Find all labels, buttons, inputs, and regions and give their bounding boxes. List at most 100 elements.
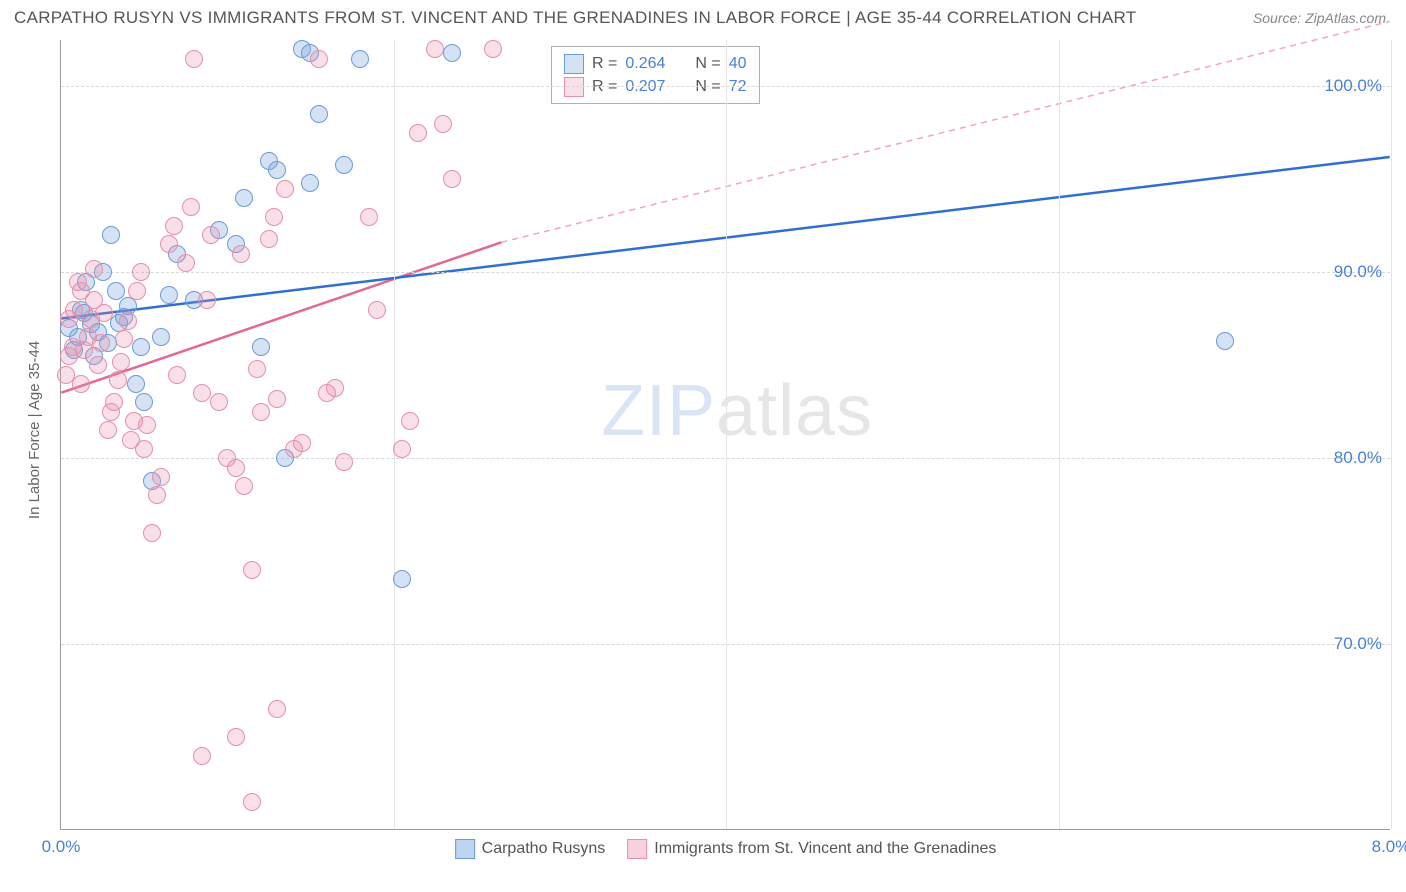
y-axis-title: In Labor Force | Age 35-44 (26, 341, 43, 519)
data-point (112, 353, 130, 371)
data-point (235, 189, 253, 207)
data-point (326, 379, 344, 397)
data-point (115, 330, 133, 348)
data-point (152, 468, 170, 486)
series-legend: Carpatho Rusyns Immigrants from St. Vince… (455, 839, 997, 859)
data-point (128, 282, 146, 300)
data-point (393, 440, 411, 458)
data-point (235, 477, 253, 495)
legend-correlation-row: R = 0.264 N = 40 (564, 52, 747, 75)
data-point (227, 728, 245, 746)
data-point (143, 524, 161, 542)
data-point (95, 304, 113, 322)
correlation-legend: R = 0.264N = 40R = 0.207N = 72 (551, 46, 760, 104)
data-point (89, 356, 107, 374)
y-tick-label: 70.0% (1334, 634, 1382, 654)
y-tick-label: 100.0% (1324, 76, 1382, 96)
data-point (185, 50, 203, 68)
gridline-v (1059, 40, 1060, 829)
data-point (107, 282, 125, 300)
data-point (243, 561, 261, 579)
data-point (168, 366, 186, 384)
data-point (434, 115, 452, 133)
data-point (248, 360, 266, 378)
r-value: 0.264 (625, 52, 665, 75)
gridline-v (726, 40, 727, 829)
data-point (132, 263, 150, 281)
data-point (260, 230, 278, 248)
data-point (135, 393, 153, 411)
data-point (268, 161, 286, 179)
legend-series-item: Carpatho Rusyns (455, 839, 606, 859)
data-point (135, 440, 153, 458)
chart-plot-area: ZIPatlas R = 0.264N = 40R = 0.207N = 72 … (60, 40, 1390, 830)
source-credit: Source: ZipAtlas.com (1253, 10, 1386, 26)
data-point (276, 180, 294, 198)
n-value: 40 (729, 52, 747, 75)
gridline-v (394, 40, 395, 829)
data-point (92, 334, 110, 352)
data-point (105, 393, 123, 411)
r-label: R = (592, 52, 617, 75)
data-point (243, 793, 261, 811)
data-point (426, 40, 444, 58)
data-point (85, 260, 103, 278)
data-point (60, 310, 78, 328)
data-point (443, 170, 461, 188)
x-tick-label: 0.0% (42, 837, 81, 857)
gridline-v (1391, 40, 1392, 829)
data-point (335, 156, 353, 174)
legend-swatch (455, 839, 475, 859)
data-point (119, 312, 137, 330)
legend-series-item: Immigrants from St. Vincent and the Gren… (627, 839, 996, 859)
data-point (360, 208, 378, 226)
legend-swatch (627, 839, 647, 859)
data-point (193, 747, 211, 765)
data-point (138, 416, 156, 434)
data-point (268, 390, 286, 408)
data-point (99, 421, 117, 439)
data-point (268, 700, 286, 718)
data-point (152, 328, 170, 346)
data-point (293, 434, 311, 452)
data-point (232, 245, 250, 263)
data-point (210, 393, 228, 411)
data-point (401, 412, 419, 430)
data-point (202, 226, 220, 244)
data-point (393, 570, 411, 588)
data-point (368, 301, 386, 319)
data-point (265, 208, 283, 226)
watermark-atlas: atlas (716, 371, 873, 451)
data-point (310, 50, 328, 68)
data-point (252, 338, 270, 356)
data-point (177, 254, 195, 272)
data-point (72, 282, 90, 300)
x-tick-label: 8.0% (1372, 837, 1406, 857)
data-point (1216, 332, 1234, 350)
data-point (484, 40, 502, 58)
data-point (165, 217, 183, 235)
watermark: ZIPatlas (601, 370, 873, 452)
data-point (310, 105, 328, 123)
chart-title: CARPATHO RUSYN VS IMMIGRANTS FROM ST. VI… (14, 8, 1136, 28)
legend-series-label: Carpatho Rusyns (482, 840, 606, 858)
data-point (335, 453, 353, 471)
y-tick-label: 80.0% (1334, 448, 1382, 468)
data-point (198, 291, 216, 309)
data-point (193, 384, 211, 402)
data-point (72, 375, 90, 393)
n-label: N = (695, 52, 720, 75)
data-point (443, 44, 461, 62)
data-point (252, 403, 270, 421)
legend-swatch (564, 54, 584, 74)
data-point (127, 375, 145, 393)
data-point (301, 174, 319, 192)
y-tick-label: 90.0% (1334, 262, 1382, 282)
watermark-zip: ZIP (601, 371, 716, 451)
data-point (227, 459, 245, 477)
data-point (160, 286, 178, 304)
legend-series-label: Immigrants from St. Vincent and the Gren… (654, 840, 996, 858)
data-point (182, 198, 200, 216)
data-point (109, 371, 127, 389)
data-point (351, 50, 369, 68)
